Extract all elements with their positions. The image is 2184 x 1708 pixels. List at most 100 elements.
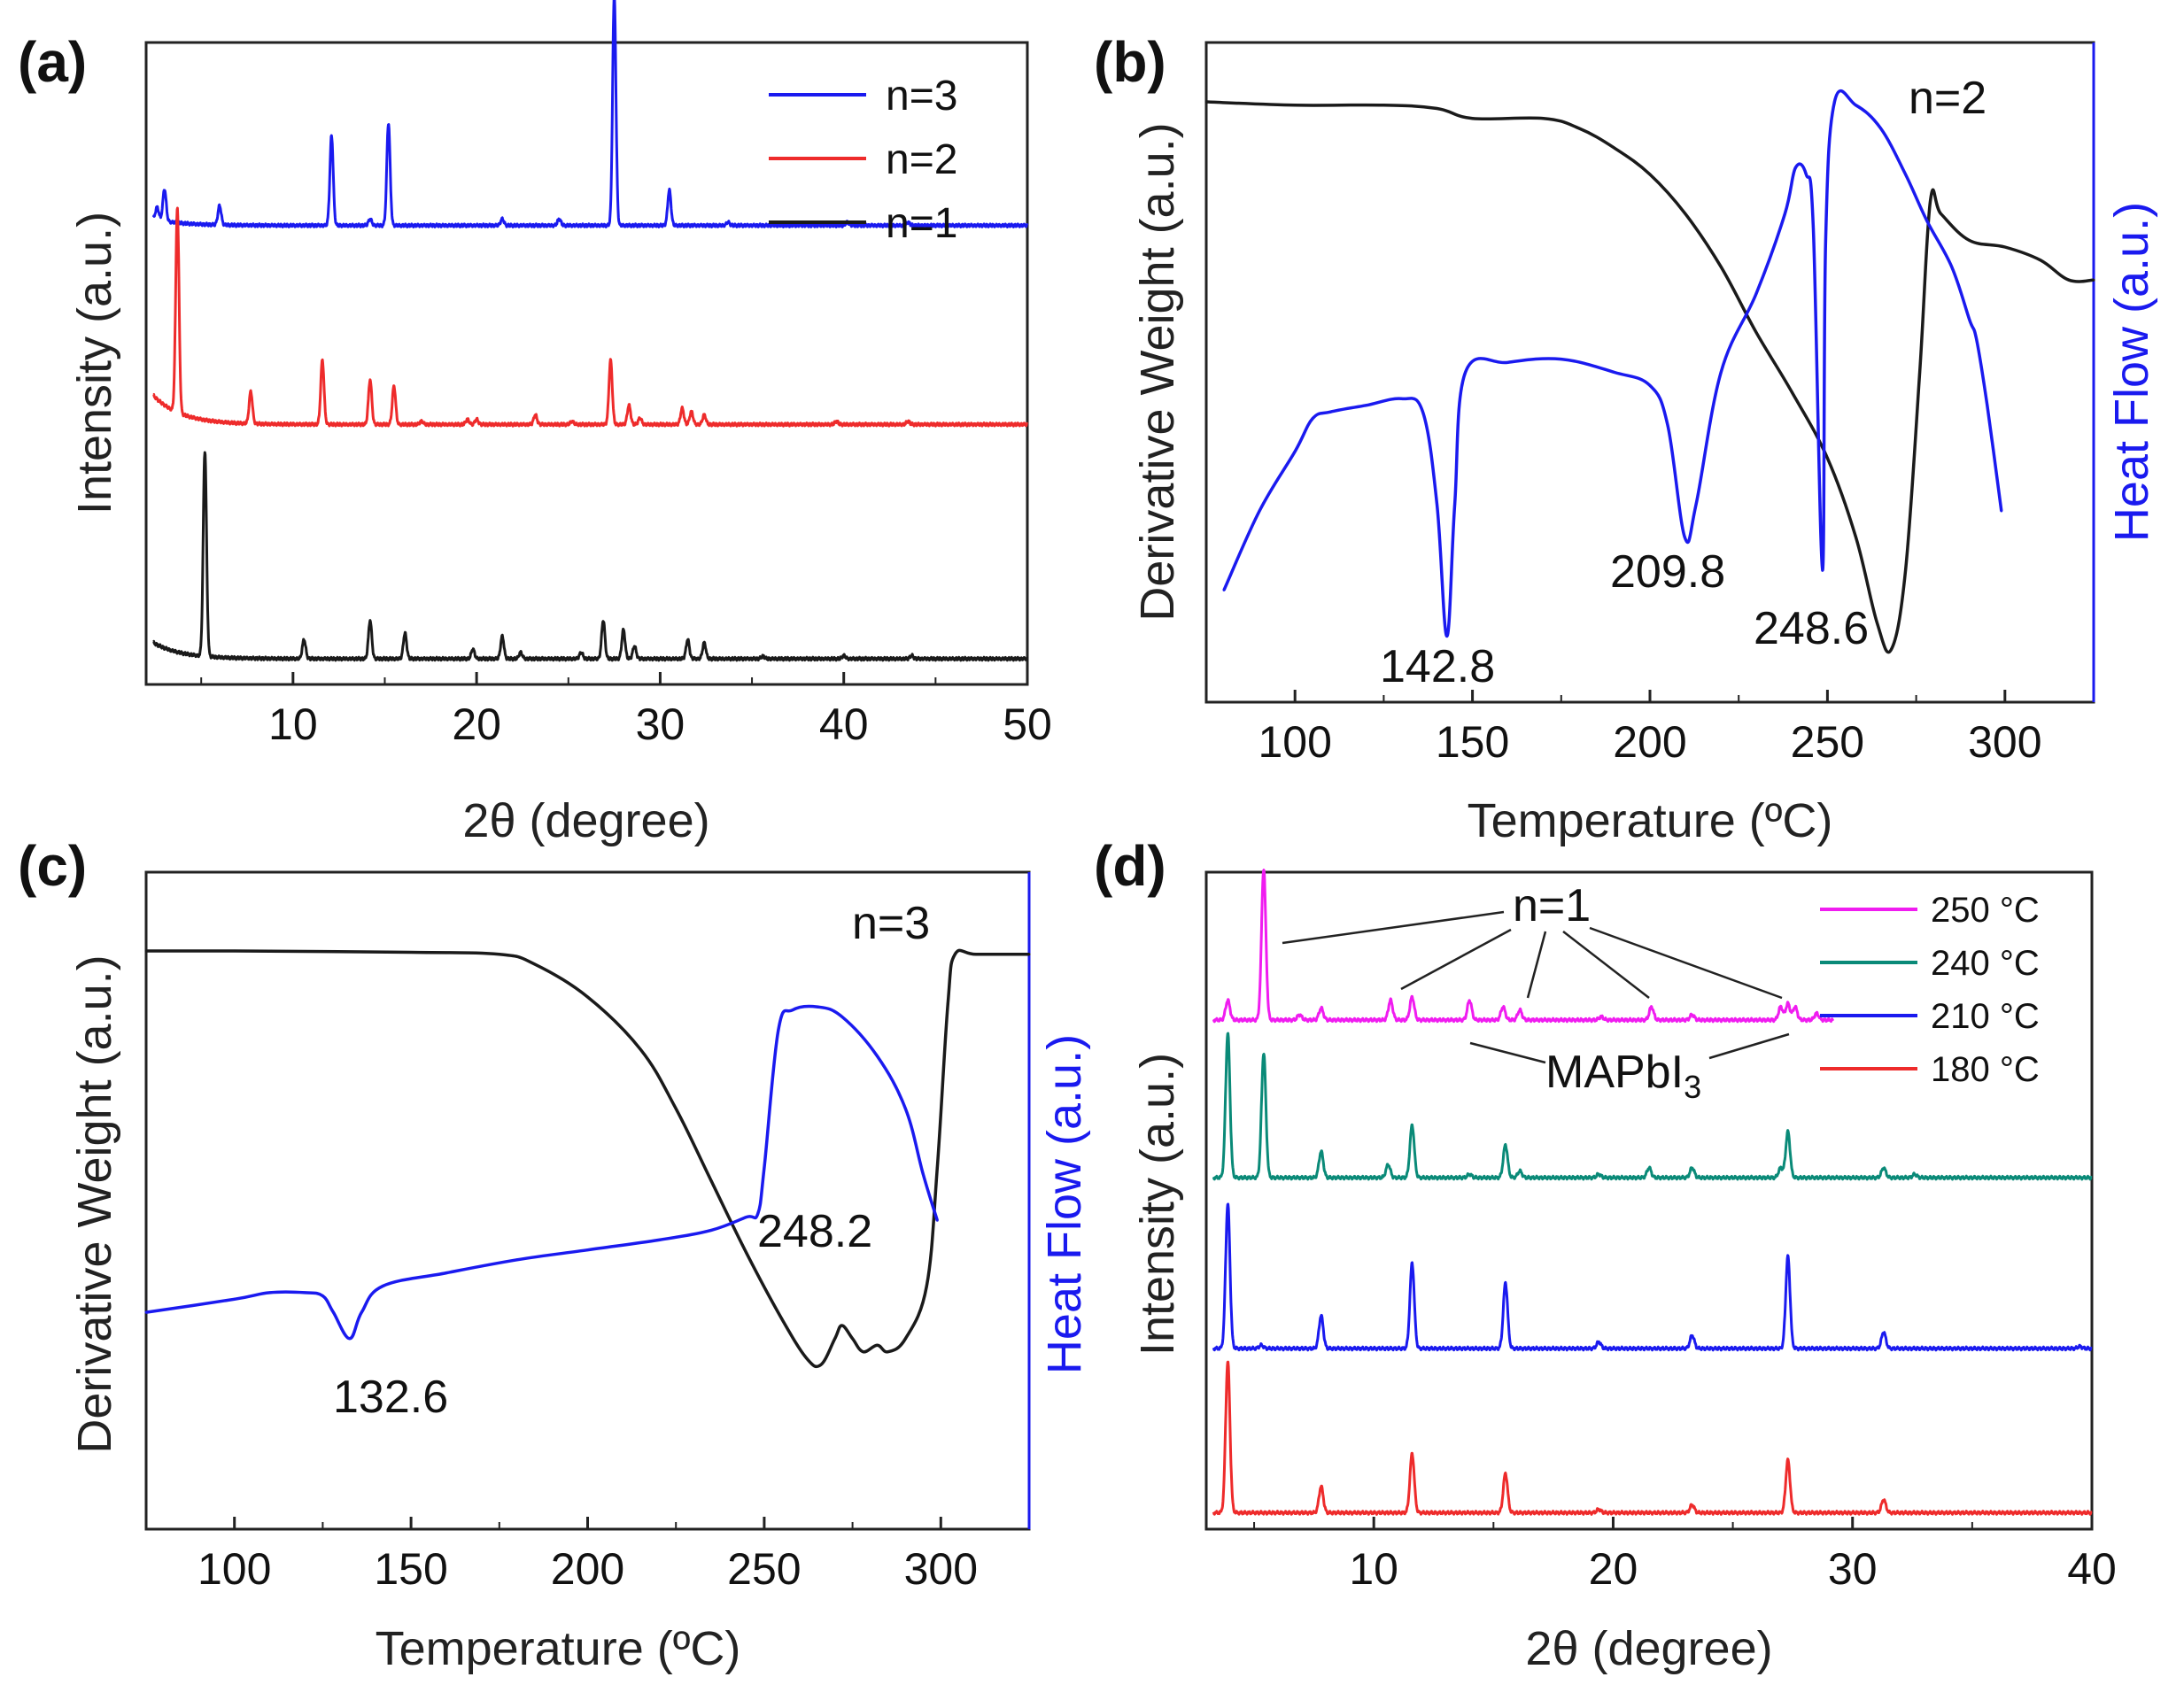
panel-b-series-1-point <box>1311 417 1314 421</box>
panel-c-series-0-point <box>862 1350 865 1354</box>
panel-c-series-0-point <box>745 1251 748 1255</box>
panel-b-y2-label: Heat Flow (a.u.) <box>2105 202 2158 542</box>
panel-c-series-0-point <box>876 1343 879 1347</box>
panel-b-series-1-point <box>1811 226 1815 229</box>
panel-b-series-0-point <box>1648 173 1652 176</box>
panel-a-legend: n=3 n=2 n=1 <box>769 73 957 247</box>
panel-b-y-label: Derivative Weight (a.u.) <box>1131 122 1184 621</box>
panel-c-series-0-point <box>840 1324 844 1327</box>
panel-b-series-0-point <box>1929 199 1932 203</box>
panel-c-series-1-point <box>144 1310 148 1314</box>
panel-b-series-1-point <box>1986 404 1989 407</box>
panel-c-series-1-point <box>381 1285 384 1287</box>
panel-c-series <box>144 948 1031 1369</box>
panel-c-series-0 <box>145 948 1029 1369</box>
panel-d-series <box>1212 869 2094 1516</box>
panel-d-legend: 250 °C 240 °C 210 °C 180 °C <box>1820 891 2040 1089</box>
legend-label-210: 210 °C <box>1931 997 2040 1036</box>
panel-c-series-1-point <box>268 1291 272 1295</box>
panel-b-series-1-point <box>1666 423 1669 427</box>
panel-a-y-label: Intensity (a.u.) <box>68 212 121 514</box>
panel-b-annotation-142-8: 142.8 <box>1380 641 1495 692</box>
panel-c-series-1-point <box>816 1005 819 1009</box>
panel-b-series-1-point <box>1222 588 1226 591</box>
panel-c-series-0-point <box>709 1179 713 1183</box>
panel-b-series-1-point <box>1694 503 1698 506</box>
panel-b-series-0-point <box>1542 117 1545 120</box>
panel-b-series <box>1204 89 2095 654</box>
panel-b-series-1-point <box>1879 127 1882 130</box>
panel-a-tick-label: 10 <box>268 699 318 749</box>
panel-c-title: n=3 <box>852 898 930 949</box>
panel-b-series-0-point <box>2067 278 2071 282</box>
panel-c-series-0-point <box>935 1166 939 1170</box>
panel-b-series-1-point <box>1925 219 1929 222</box>
panel-c-series-0-point <box>833 1337 837 1341</box>
panel-b-series-1-point <box>1968 318 1971 321</box>
panel-b-frame <box>1204 41 2095 704</box>
panel-b-tick-label: 200 <box>1613 717 1686 767</box>
panel-c-series-0-point <box>409 951 413 954</box>
panel-b-tick-label: 100 <box>1258 717 1331 767</box>
panel-c-series-0-point <box>674 1107 678 1110</box>
panel-c-tick-label: 150 <box>374 1544 447 1594</box>
panel-d-x-label: 2θ (degree) <box>1525 1622 1772 1675</box>
panel-c-series-1-point <box>321 1295 324 1298</box>
panel-b-series-1-point <box>1436 503 1438 506</box>
panel-a-series <box>151 0 1029 662</box>
panel-c-series-0-point <box>586 995 589 999</box>
panel-b-series-0-point <box>1904 568 1908 572</box>
panel-c-series-1-point <box>791 1009 794 1012</box>
panel-c-series-1-point <box>445 1271 448 1275</box>
panel-c-series-1-point <box>777 1028 780 1032</box>
panel-c-series-0-point <box>533 962 537 966</box>
panel-c-series-0-point <box>925 1285 928 1287</box>
panel-c-series-0-point <box>953 953 956 956</box>
panel-c-x-label: Temperature (ºC) <box>376 1622 741 1675</box>
panel-d-series-2 <box>1212 1202 2094 1352</box>
panel-c-series-0-point <box>851 1337 855 1341</box>
panel-c-tick-label: 300 <box>904 1544 978 1594</box>
panel-b-series-1-point <box>1754 291 1758 295</box>
panel-c-series-1-point <box>935 1218 939 1222</box>
panel-b-series-0-point <box>1684 213 1687 216</box>
panel-c-series-0-point <box>144 949 148 953</box>
panel-b-series-1-point <box>1793 166 1797 169</box>
panel-b-series-1-point <box>1445 635 1449 638</box>
panel-c-annotation-248-2: 248.2 <box>757 1206 872 1257</box>
panel-a-frame <box>144 41 1029 686</box>
panel-b-x-ticks: 100 150 200 250 300 <box>1258 690 2042 767</box>
panel-b-series-0-point <box>1855 536 1857 539</box>
panel-d-x-ticks: 10 20 30 40 <box>1253 1517 2117 1594</box>
panel-c-series-1-point <box>304 1291 306 1295</box>
panel-b-series-1-point <box>1560 358 1563 361</box>
panel-c-series-0-point <box>903 1337 907 1341</box>
panel-c-series-1-point <box>515 1258 519 1262</box>
panel-c-annotation-132-6: 132.6 <box>333 1372 448 1423</box>
panel-c-series-1-point <box>233 1297 236 1301</box>
panel-b-label: (b) <box>1094 30 1166 94</box>
panel-d-tick-label: 40 <box>2067 1544 2117 1594</box>
panel-b-series-1-point <box>1258 509 1261 513</box>
legend-label-250: 250 °C <box>1931 891 2040 930</box>
panel-b-series-1-point <box>1950 265 1954 268</box>
panel-b-series-1-point <box>1855 104 1857 107</box>
panel-b-series-0-point <box>1204 100 1208 104</box>
panel-d-series-0 <box>1212 869 1835 1024</box>
panel-b-series-0-point <box>1471 117 1475 120</box>
panel-b-title: n=2 <box>1909 73 1987 124</box>
panel-c-series-1-point <box>745 1216 748 1218</box>
legend-label-240: 240 °C <box>1931 944 2040 983</box>
panel-b-series-1-point <box>1783 213 1786 216</box>
panel-d-tick-label: 10 <box>1349 1544 1398 1594</box>
panel-b-series-0-point <box>2039 259 2042 262</box>
panel-c-series-0-point <box>946 1001 949 1005</box>
panel-b-series-1-point <box>1328 410 1332 413</box>
panel-b-series-1-point <box>1719 371 1723 374</box>
panel-b-series-1-point <box>1824 239 1827 242</box>
panel-c-series-1-point <box>656 1239 660 1241</box>
panel-b-series-1-point <box>1613 371 1616 374</box>
panel-b-series-0-point <box>1940 213 1943 216</box>
panel-b-series-0-point <box>1825 456 1829 460</box>
